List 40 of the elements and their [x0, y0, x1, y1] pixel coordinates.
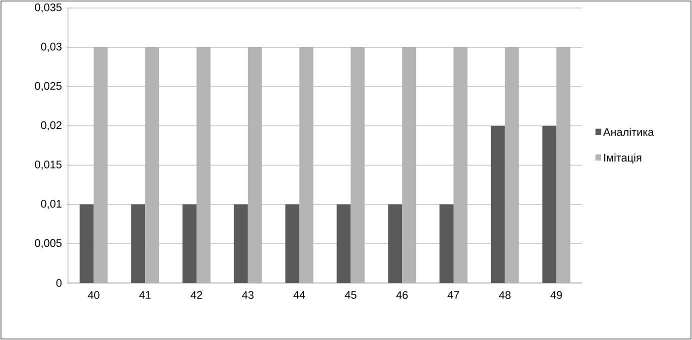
x-tick-label: 47	[448, 291, 460, 299]
y-tick-label: 0,035	[34, 3, 62, 13]
bar	[94, 47, 108, 283]
x-tick-label: 46	[396, 291, 408, 299]
bar	[131, 204, 146, 283]
x-tick-label: 45	[344, 291, 356, 299]
bar	[542, 126, 556, 283]
bar	[504, 47, 519, 283]
bar	[388, 204, 402, 283]
x-tick-label: 49	[550, 291, 562, 299]
x-tick-label: 42	[190, 291, 202, 299]
y-tick-label: 0,03	[41, 42, 62, 52]
legend-label: Імітація	[604, 153, 642, 164]
y-tick-label: 0,015	[34, 160, 62, 170]
y-tick-label: 0,025	[34, 82, 62, 92]
bar	[80, 204, 94, 283]
x-tick-label: 40	[88, 291, 100, 299]
bar	[182, 204, 197, 283]
bar	[196, 47, 211, 283]
bar	[248, 47, 262, 283]
y-tick-label: 0,02	[41, 121, 62, 130]
x-tick-label: 41	[139, 291, 151, 299]
x-tick-label: 43	[242, 291, 254, 299]
legend-label: Аналітика	[603, 128, 654, 136]
bar	[556, 47, 570, 283]
bar	[234, 204, 248, 283]
bar	[490, 126, 505, 283]
bar	[440, 204, 454, 283]
bar	[299, 47, 314, 283]
bar	[402, 47, 416, 283]
y-tick-label: 0,01	[41, 200, 62, 209]
y-tick-label: 0	[56, 279, 62, 287]
bar	[145, 47, 160, 283]
x-tick-label: 48	[499, 291, 511, 299]
y-tick-label: 0,005	[34, 239, 62, 248]
x-tick-label: 44	[293, 291, 306, 299]
bar	[336, 204, 351, 283]
bar	[350, 47, 365, 283]
bar	[454, 47, 468, 283]
bar	[285, 204, 300, 283]
